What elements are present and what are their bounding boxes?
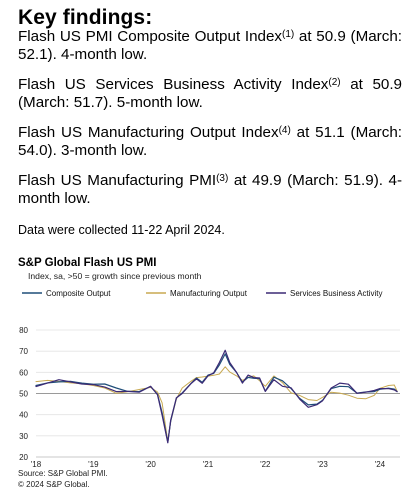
legend-label: Composite Output — [46, 289, 111, 298]
y-tick-label: 80 — [19, 326, 28, 335]
chart-subtitle: Index, sa, >50 = growth since previous m… — [28, 271, 202, 281]
legend-entry: Services Business Activity — [266, 289, 382, 298]
series-line-manufacturing-output — [35, 366, 398, 442]
x-tick-label: '19 — [88, 460, 99, 468]
finding-composite-footnote: (1) — [282, 29, 295, 40]
finding-manufacturing-output: Flash US Manufacturing Output Index(4) a… — [18, 124, 402, 160]
legend-entry: Composite Output — [22, 289, 111, 298]
finding-services-text: Flash US Services Business Activity Inde… — [18, 76, 329, 93]
y-tick-label: 60 — [19, 368, 28, 377]
chart-copyright: © 2024 S&P Global. — [18, 480, 90, 489]
finding-manufacturing-output-footnote: (4) — [278, 125, 291, 136]
y-tick-label: 30 — [19, 432, 28, 441]
x-tick-label: '22 — [260, 460, 271, 468]
pmi-line-chart: Composite Output Manufacturing Output Serv… — [19, 289, 400, 468]
y-tick-label: 40 — [19, 411, 28, 420]
y-tick-label: 20 — [19, 453, 28, 462]
series-line-services-business-activity — [35, 349, 398, 444]
y-tick-label: 50 — [19, 390, 28, 399]
chart-title: S&P Global Flash US PMI — [18, 257, 157, 269]
legend-label: Services Business Activity — [290, 289, 382, 298]
legend-label: Manufacturing Output — [170, 289, 248, 298]
finding-manufacturing-pmi-value: at 49.9 (March: 51.9). 4-month low. — [18, 172, 403, 207]
data-collection-note: Data were collected 11-22 April 2024. — [18, 223, 225, 237]
x-tick-label: '21 — [203, 460, 214, 468]
chart-source: Source: S&P Global PMI. — [18, 469, 108, 478]
finding-manufacturing-pmi-text: Flash US Manufacturing PMI — [18, 172, 217, 189]
finding-manufacturing-pmi: Flash US Manufacturing PMI(3) at 49.9 (M… — [18, 172, 402, 208]
finding-composite-text: Flash US PMI Composite Output Index — [18, 28, 282, 45]
finding-manufacturing-output-text: Flash US Manufacturing Output Index — [18, 124, 279, 141]
key-findings-heading: Key findings: — [18, 6, 153, 29]
finding-services: Flash US Services Business Activity Inde… — [18, 76, 402, 112]
x-tick-label: '24 — [375, 460, 386, 468]
legend-entry: Manufacturing Output — [146, 289, 248, 298]
finding-composite-value: at 50.9 (March: 52.1). 4-month low. — [18, 28, 402, 63]
x-tick-label: '20 — [145, 460, 156, 468]
finding-manufacturing-output-value: at 51.1 (March: 54.0). 3-month low. — [18, 124, 402, 159]
x-tick-label: '23 — [317, 460, 328, 468]
y-tick-label: 70 — [19, 347, 28, 356]
finding-composite: Flash US PMI Composite Output Index(1) a… — [18, 28, 402, 64]
finding-manufacturing-pmi-footnote: (3) — [216, 173, 229, 184]
finding-services-value: at 50.9 (March: 51.7). 5-month low. — [18, 76, 402, 111]
finding-services-footnote: (2) — [328, 77, 341, 88]
x-tick-label: '18 — [31, 460, 42, 468]
